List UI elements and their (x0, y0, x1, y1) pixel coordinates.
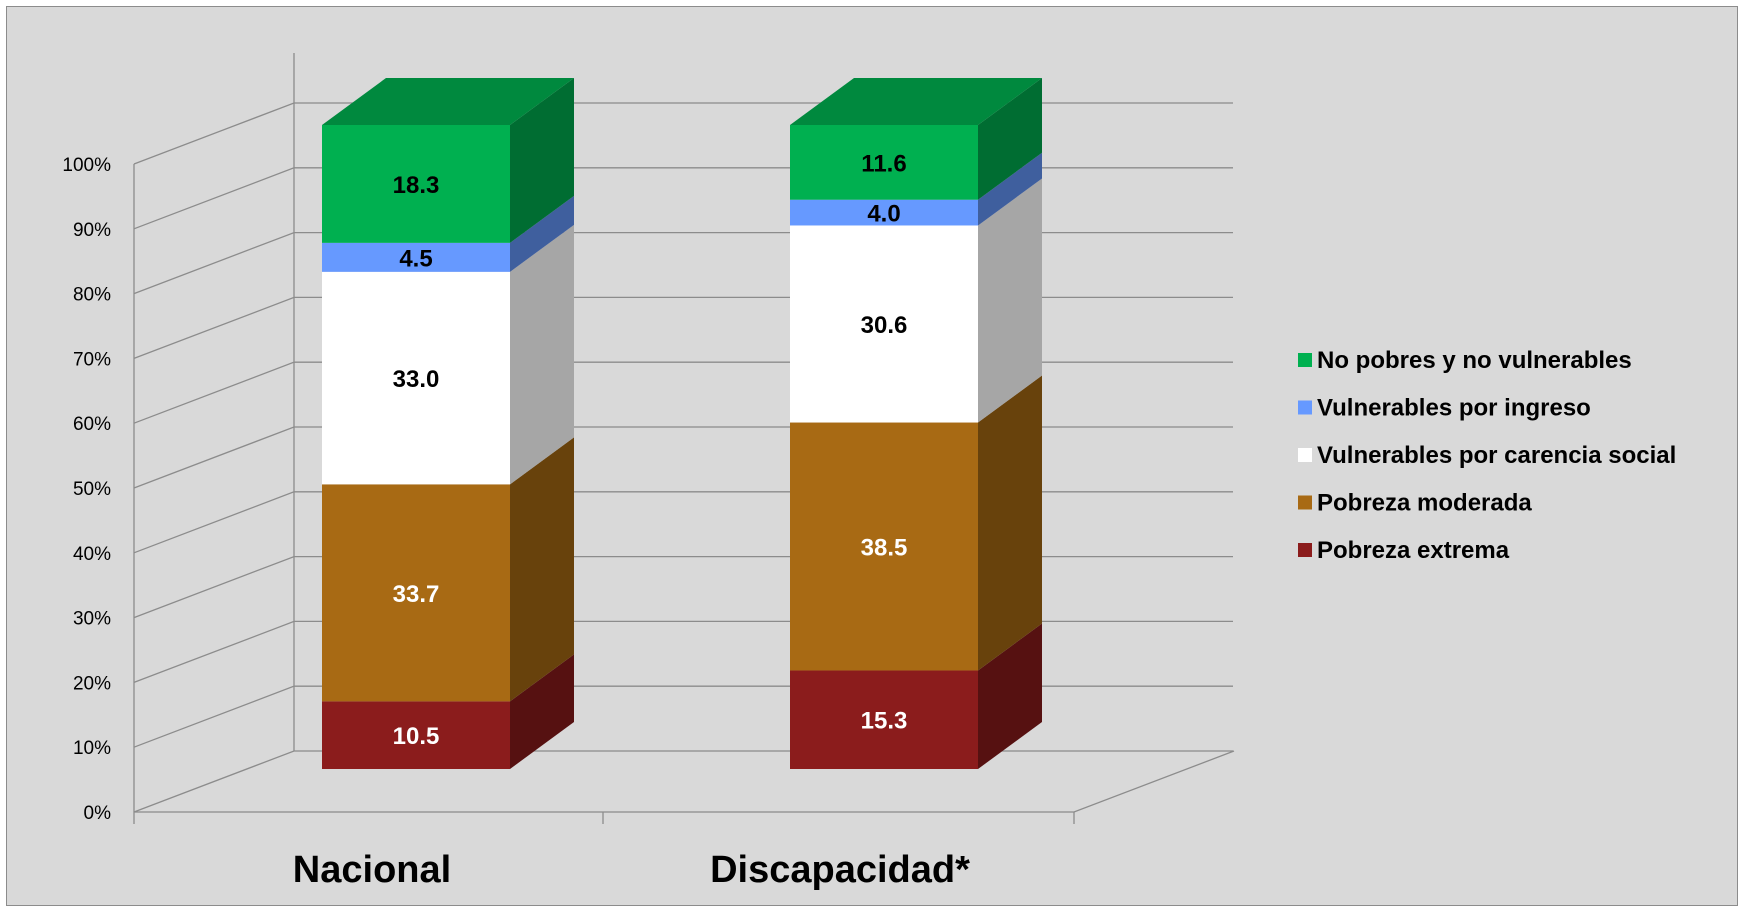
bar-segment-front (322, 484, 510, 702)
legend-item: Vulnerables por carencia social (1298, 442, 1676, 469)
legend-swatch (1298, 448, 1312, 462)
legend-swatch (1298, 400, 1312, 415)
y-tick-label: 70% (73, 349, 111, 370)
bar-segment: 30.6 (790, 178, 1042, 423)
bar-segment-side (510, 654, 574, 769)
legend-item: No pobres y no vulnerables (1298, 347, 1632, 374)
bar-segment-front (790, 670, 978, 769)
data-label: 10.5 (393, 723, 440, 750)
y-tick-label: 50% (73, 479, 111, 500)
bar-segment: 15.3 (790, 623, 1042, 769)
bar-segment-front (322, 701, 510, 769)
legend-label: Vulnerables por carencia social (1317, 442, 1676, 469)
category-labels: Nacional Discapacidad* (293, 849, 970, 891)
bar-segment: 4.5 (322, 195, 574, 272)
bar-segment-side (510, 78, 574, 243)
gridline (133, 620, 1233, 684)
data-label: 4.0 (867, 201, 900, 228)
gridline (133, 231, 1233, 295)
bar-segment-front (790, 225, 978, 423)
gridline (133, 685, 1233, 748)
axis (133, 164, 1235, 824)
y-tick-label: 60% (73, 414, 111, 435)
y-axis-ticks: 0% 10% 20% 30% 40% 50% 60% 70% 80% 90% 100% (62, 155, 111, 824)
y-tick-label: 100% (62, 155, 111, 176)
gridline (133, 361, 1233, 424)
legend-label: Pobreza extrema (1317, 537, 1510, 564)
bar-segment: 4.0 (790, 152, 1042, 228)
data-label: 33.0 (393, 366, 440, 393)
floor-edge (134, 750, 1235, 813)
bar-top (790, 78, 1042, 125)
data-label: 18.3 (393, 172, 440, 199)
gridline (133, 555, 1233, 619)
legend-label: Pobreza moderada (1317, 490, 1532, 517)
gridline (133, 296, 1233, 360)
bar-segment-side (510, 224, 574, 485)
legend-label: No pobres y no vulnerables (1317, 347, 1632, 374)
bar-segment: 10.5 (322, 654, 574, 769)
data-label: 4.5 (399, 245, 432, 272)
y-tick-label: 80% (73, 285, 111, 306)
bar-segment-front (790, 199, 978, 226)
bar-segment-side (510, 195, 574, 272)
bar-segment-side (978, 375, 1042, 671)
bar-segment-side (978, 178, 1042, 423)
bar-segment: 18.3 (322, 78, 574, 243)
bar-segment: 11.6 (790, 78, 1042, 200)
y-tick-label: 20% (73, 673, 111, 694)
bar-segment-front (322, 125, 510, 243)
bar-segment: 38.5 (790, 375, 1042, 671)
bar-stack: 10.5 33.7 33.0 4.5 18.3 (322, 78, 574, 769)
legend-item: Pobreza extrema (1298, 537, 1510, 564)
bar-segment-front (790, 422, 978, 671)
legend-label: Vulnerables por ingreso (1317, 395, 1591, 422)
gridline (133, 167, 1233, 230)
bar-segment-side (978, 78, 1042, 200)
data-label: 15.3 (861, 708, 908, 735)
y-tick-label: 10% (73, 738, 111, 759)
data-label: 11.6 (861, 150, 906, 177)
legend-item: Pobreza moderada (1298, 490, 1532, 517)
category-label: Discapacidad* (710, 849, 970, 891)
y-tick-label: 40% (73, 544, 111, 565)
bars: 10.5 33.7 33.0 4.5 18.3 15.3 38.5 30.6 4.0 11.6 (322, 78, 1042, 769)
legend-swatch (1298, 495, 1312, 510)
legend-item: Vulnerables por ingreso (1298, 395, 1591, 422)
gridlines (133, 53, 1233, 813)
bar-segment-side (978, 623, 1042, 769)
data-label: 33.7 (393, 581, 440, 608)
legend-swatch (1298, 353, 1312, 367)
bar-segment: 33.7 (322, 437, 574, 702)
gridline (133, 102, 1233, 165)
bar-segment-front (790, 125, 978, 200)
bar-segment-front (322, 271, 510, 485)
legend-swatch (1298, 543, 1312, 557)
data-label: 30.6 (861, 312, 908, 339)
y-tick-label: 90% (73, 220, 111, 241)
gridline (133, 491, 1233, 554)
y-tick-label: 0% (84, 803, 112, 824)
gridline (133, 750, 1233, 813)
y-tick-label: 30% (73, 609, 111, 630)
legend: No pobres y no vulnerables Vulnerables po… (1298, 347, 1676, 564)
bar-segment-side (978, 152, 1042, 226)
category-label: Nacional (293, 849, 451, 891)
bar-stack: 15.3 38.5 30.6 4.0 11.6 (790, 78, 1042, 769)
bar-segment: 33.0 (322, 224, 574, 485)
data-label: 38.5 (861, 534, 908, 561)
bar-segment-side (510, 437, 574, 702)
bar-segment-front (322, 242, 510, 272)
bar-top (322, 78, 574, 125)
gridline (133, 426, 1233, 489)
